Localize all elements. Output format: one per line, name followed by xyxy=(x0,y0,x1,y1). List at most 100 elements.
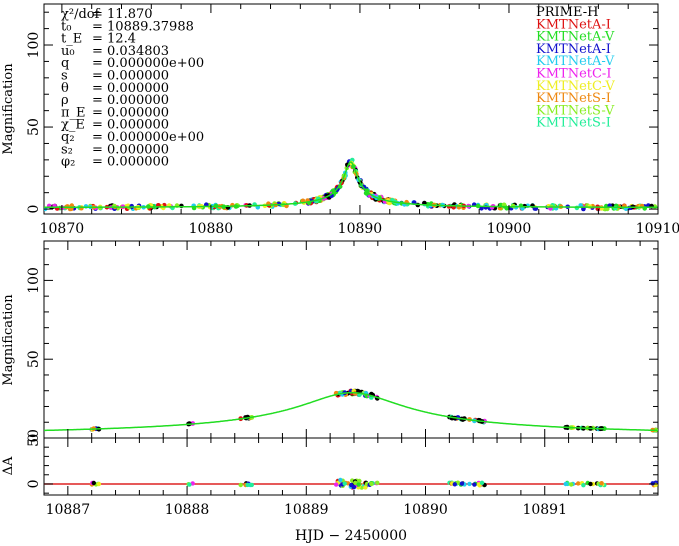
legend-entry: KMTNetS-V xyxy=(536,103,615,118)
residual-data-point xyxy=(650,481,655,486)
param-label: q xyxy=(61,56,69,71)
fit-parameters: χ²/dof= 11.870 t₀ = 10889.37988 t_E = 12.4 u₀… xyxy=(61,7,204,170)
param-label: χ²/dof xyxy=(61,7,101,22)
param-value: = 10889.37988 xyxy=(92,19,194,34)
param-label: s₂ xyxy=(61,142,73,157)
param-label: θ xyxy=(61,81,69,96)
legend-entry: KMTNetA-I xyxy=(536,42,611,57)
param-label: q₂ xyxy=(61,130,75,145)
legend-entry: KMTNetS-I xyxy=(536,116,611,131)
legend: PRIME-HKMTNetA-IKMTNetA-VKMTNetA-IKMTNet… xyxy=(536,5,615,131)
param-label: ρ xyxy=(61,93,69,108)
residual-data-point xyxy=(190,481,195,486)
axes-ticks: 10870 10880 10890 10900 10910050100050100108… xyxy=(26,4,679,518)
residual-y-tick-label: 0 xyxy=(26,480,42,489)
legend-entry: KMTNetS-I xyxy=(536,91,611,106)
residual-data-point xyxy=(467,481,472,487)
param-value: = 0.000000 xyxy=(92,69,169,84)
top-x-tick-label: 10870 xyxy=(40,221,85,237)
param-label: t₀ xyxy=(61,19,71,34)
legend-entry: KMTNetA-V xyxy=(536,30,615,45)
param-value: = 12.4 xyxy=(92,32,136,47)
x-axis-label: HJD − 2450000 xyxy=(295,528,407,544)
residual-data-point xyxy=(563,481,568,487)
residual-data-point xyxy=(245,482,250,488)
residual-data-point xyxy=(353,480,358,485)
param-label: s xyxy=(61,69,68,84)
residual-panel-data xyxy=(44,477,658,490)
residual-data-point xyxy=(351,485,357,490)
residual-data-point xyxy=(338,477,343,483)
top-data-point xyxy=(613,205,618,211)
middle-y-tick-label: 50 xyxy=(26,350,42,368)
residual-x-tick-label: 10887 xyxy=(46,502,91,518)
residual-data-point xyxy=(334,482,339,487)
residual-ylabel: ΔA xyxy=(1,456,16,475)
param-label: t_E xyxy=(61,32,82,47)
residual-x-tick-label: 10890 xyxy=(403,502,448,518)
top-data-point xyxy=(83,204,89,209)
residual-data-point xyxy=(599,481,604,486)
residual-data-point xyxy=(581,483,586,488)
middle-y-tick-label: 100 xyxy=(26,267,42,294)
residual-x-tick-label: 10891 xyxy=(522,502,567,518)
param-value: = 0.000000 xyxy=(92,155,169,170)
residual-data-point xyxy=(357,478,362,484)
residual-data-point xyxy=(249,482,254,488)
residual-x-tick-label: 10889 xyxy=(284,502,329,518)
residual-x-tick-label: 10888 xyxy=(165,502,210,518)
param-value: = 0.000000 xyxy=(92,93,169,108)
top-x-tick-label: 10880 xyxy=(189,221,234,237)
top-ylabel: Magnification xyxy=(1,63,16,155)
param-value: = 0.000000 xyxy=(92,105,169,120)
param-label: π_E xyxy=(61,105,86,120)
residual-data-point xyxy=(375,480,380,485)
middle-ylabel: Magnification xyxy=(1,294,16,386)
legend-entry: KMTNetC-I xyxy=(536,67,611,82)
middle-model-curve xyxy=(44,391,658,432)
legend-entry: PRIME-H xyxy=(536,5,598,20)
residual-data-point xyxy=(369,481,374,487)
top-panel-frame xyxy=(43,3,659,215)
legend-entry: KMTNetC-V xyxy=(536,79,615,94)
param-value: = 0.034803 xyxy=(92,44,169,59)
top-data-point xyxy=(574,205,580,211)
param-value: = 0.000000e+00 xyxy=(92,130,204,145)
top-y-tick-label: 0 xyxy=(26,205,42,214)
top-panel-data xyxy=(44,157,658,212)
residual-data-point xyxy=(363,485,368,490)
residual-data-point xyxy=(472,482,477,487)
residual-data-point xyxy=(356,482,361,487)
param-value: = 0.000000 xyxy=(92,142,169,157)
top-y-tick-label: 100 xyxy=(26,32,42,59)
top-y-tick-label: 50 xyxy=(26,118,42,136)
residual-data-point xyxy=(588,481,593,487)
top-x-tick-label: 10900 xyxy=(487,221,532,237)
top-x-tick-label: 10910 xyxy=(636,221,679,237)
residual-data-point xyxy=(452,482,457,487)
residual-data-point xyxy=(91,480,97,486)
residual-panel-frame xyxy=(43,437,659,496)
param-value: = 0.000000e+00 xyxy=(92,56,204,71)
residual-data-point xyxy=(576,481,581,486)
param-value: = 0.000000 xyxy=(92,81,169,96)
residual-data-point xyxy=(479,480,485,485)
param-label: u₀ xyxy=(61,44,75,59)
middle-y-tick-label: 0 xyxy=(26,434,42,443)
residual-data-point xyxy=(459,481,465,486)
residual-data-point xyxy=(187,482,192,487)
top-model-curve xyxy=(44,161,658,209)
param-label: φ₂ xyxy=(61,155,75,170)
top-x-tick-label: 10890 xyxy=(338,221,383,237)
legend-entry: KMTNetA-V xyxy=(536,54,615,69)
residual-data-point xyxy=(238,482,243,488)
param-label: χ_E xyxy=(61,118,85,133)
residual-data-point xyxy=(342,481,347,486)
param-value: = 0.000000 xyxy=(92,118,169,133)
residual-data-point xyxy=(569,482,574,487)
residual-y-tick-label: 50 xyxy=(26,429,42,447)
middle-panel-frame xyxy=(43,240,659,439)
legend-entry: KMTNetA-I xyxy=(536,17,611,32)
param-value: = 11.870 xyxy=(92,7,153,22)
